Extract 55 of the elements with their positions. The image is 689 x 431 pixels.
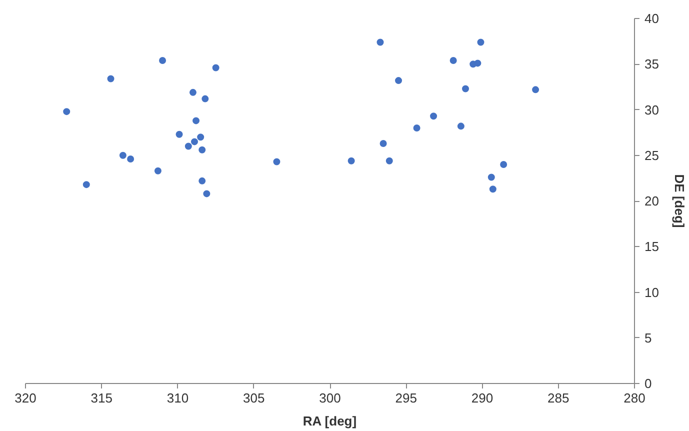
x-tick-label: 315 — [90, 390, 112, 406]
point — [386, 157, 393, 164]
y-tick-label: 30 — [644, 102, 659, 118]
point — [376, 38, 384, 46]
point — [430, 112, 438, 120]
point — [488, 174, 495, 181]
point — [474, 60, 482, 67]
point — [477, 38, 484, 46]
point — [532, 86, 540, 94]
x-tick-label: 290 — [471, 390, 494, 406]
y-tick-label: 10 — [644, 284, 659, 300]
point — [197, 134, 204, 141]
point — [192, 117, 200, 124]
point — [189, 88, 196, 96]
point — [198, 146, 206, 154]
y-tick-label: 15 — [644, 239, 659, 254]
point — [176, 130, 183, 138]
point — [198, 177, 206, 184]
y-tick-label: 25 — [644, 148, 659, 163]
x-tick-label: 300 — [319, 390, 341, 406]
point — [154, 167, 162, 174]
y-tick-label: 20 — [644, 194, 659, 208]
point — [395, 77, 402, 84]
point — [202, 95, 209, 102]
point — [457, 122, 464, 130]
x-axis-title: RA [deg] — [302, 414, 357, 428]
point — [348, 157, 355, 164]
x-tick-label: 295 — [395, 390, 417, 406]
point — [190, 138, 198, 146]
x-tick-label: 310 — [166, 390, 189, 406]
point — [203, 190, 210, 198]
y-tick-label: 0 — [644, 376, 652, 391]
point — [273, 158, 280, 166]
point — [380, 140, 387, 148]
x-tick-label: 320 — [14, 390, 36, 406]
y-tick-label: 35 — [644, 56, 659, 72]
point — [462, 85, 470, 92]
y-tick-label: 40 — [644, 11, 659, 26]
x-tick-label: 285 — [548, 390, 570, 406]
point — [450, 56, 457, 64]
point — [212, 64, 220, 72]
y-tick-label: 5 — [644, 330, 652, 346]
y-axis-title: DE [deg] — [672, 174, 687, 228]
point — [127, 156, 134, 163]
point — [500, 161, 508, 168]
x-tick-label: 280 — [624, 390, 646, 406]
point — [159, 56, 166, 64]
point — [107, 75, 114, 82]
point — [63, 108, 70, 116]
point — [82, 181, 90, 188]
point — [119, 152, 126, 159]
x-tick-label: 305 — [243, 390, 265, 406]
point — [184, 142, 192, 150]
point — [413, 124, 420, 132]
point — [489, 186, 496, 193]
